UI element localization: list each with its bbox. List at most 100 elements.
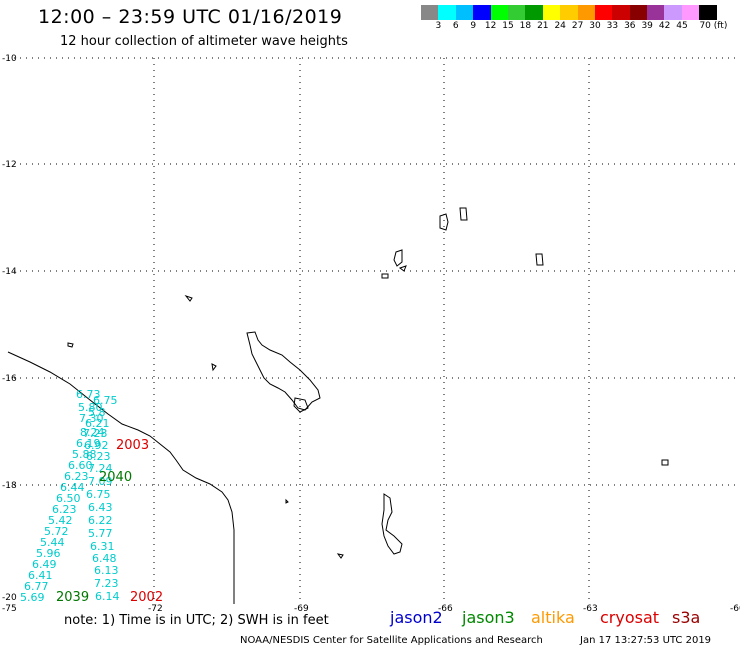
swh-label: 6.60 [68, 459, 93, 472]
swh-label: 5.8 [88, 406, 106, 419]
swh-label: 6.13 [94, 564, 119, 577]
time-label: 2040 [99, 470, 132, 485]
swh-label: 5.80 [78, 401, 103, 414]
swh-label: 5.42 [48, 514, 73, 527]
lake-11 [285, 498, 289, 504]
swh-label: 6.48 [92, 552, 117, 565]
swh-label: 6.31 [90, 540, 115, 553]
swh-label: 7.24 [88, 462, 113, 475]
lake-12 [398, 265, 407, 272]
satellite-altika: altika [531, 608, 575, 627]
scale-label: 3 [435, 21, 442, 31]
scale-swatch [647, 5, 665, 20]
swh-label: 6.22 [88, 514, 113, 527]
credit-text: NOAA/NESDIS Center for Satellite Applica… [240, 635, 543, 646]
lake-10 [336, 553, 344, 559]
satellite-cryosat: cryosat [600, 608, 660, 627]
scale-label: 9 [470, 21, 477, 31]
swh-label: 7.23 [94, 577, 119, 590]
time-label: 2002 [130, 590, 163, 605]
generated-timestamp: Jan 17 13:27:53 UTC 2019 [580, 635, 712, 646]
swh-label: 6.41 [28, 569, 53, 582]
scale-swatch [490, 5, 508, 20]
scale-swatch [507, 5, 526, 20]
time-label: 2003 [116, 438, 149, 453]
swh-label: 6.23 [86, 450, 111, 463]
scale-swatch [577, 5, 595, 20]
scale-label: 36 [624, 21, 636, 31]
satellite-s3a: s3a [672, 608, 701, 627]
swh-label: 6.21 [85, 417, 110, 430]
scale-label: 70 (ft) [699, 21, 728, 31]
lon-label: -69 [294, 604, 309, 614]
swh-label: 7.30 [79, 412, 104, 425]
scale-swatch [525, 5, 543, 20]
swh-label: 8.24 [80, 426, 105, 439]
lon-label: -63 [583, 604, 598, 614]
lake-9 [661, 459, 669, 466]
lake-7 [67, 342, 74, 348]
scale-swatch [560, 5, 578, 20]
lat-label: -10 [2, 54, 17, 64]
swh-label: 5.72 [44, 525, 69, 538]
footer-note: note: 1) Time is in UTC; 2) SWH is in fe… [64, 613, 329, 628]
scale-label: 6 [452, 21, 459, 31]
track-labels: 6.735.807.308.246.195.886.606.236.446.50… [20, 388, 163, 605]
scale-label: 42 [658, 21, 671, 31]
swh-label: 5.96 [36, 547, 61, 560]
scale-label: 24 [554, 21, 566, 31]
lat-label: -14 [2, 267, 17, 277]
swh-label: 7.23 [83, 427, 108, 440]
swh-label: 6.19 [76, 437, 101, 450]
swh-label: 6.50 [56, 492, 81, 505]
swh-label: 6.73 [76, 388, 101, 401]
lon-label: -75 [2, 604, 17, 614]
scale-swatch [681, 5, 700, 20]
swh-label: 6.49 [32, 558, 57, 571]
scale-swatch [612, 5, 630, 20]
time-label: 2039 [56, 590, 89, 605]
swh-label: 6.14 [95, 590, 120, 603]
page-title: 12:00 – 23:59 UTC 01/16/2019 [38, 6, 343, 28]
scale-swatch [664, 5, 682, 20]
lake-poopo [381, 493, 403, 555]
scale-swatch [421, 5, 439, 20]
coastline [7, 351, 235, 604]
lake-2 [459, 207, 468, 221]
swh-label: 6.92 [84, 439, 109, 452]
swh-label: 7.09 [88, 475, 113, 488]
swh-label: 6.23 [64, 470, 89, 483]
swh-label: 5.77 [88, 527, 113, 540]
lat-label: -18 [2, 481, 17, 491]
swh-label: 6.75 [86, 488, 111, 501]
lon-label: -66 [438, 604, 453, 614]
scale-swatch [629, 5, 648, 20]
scale-label: 30 [589, 21, 601, 31]
swh-label: 6.44 [60, 481, 85, 494]
scale-label: 33 [606, 21, 619, 31]
scale-label: 12 [484, 21, 497, 31]
swh-label: 6.75 [93, 394, 118, 407]
scale-swatch [594, 5, 613, 20]
scale-label: 18 [519, 21, 532, 31]
scale-label: 21 [537, 21, 549, 31]
swh-label: 6.43 [88, 501, 113, 514]
scale-swatch [473, 5, 491, 20]
swh-label: 5.44 [40, 536, 65, 549]
scale-label: 39 [641, 21, 653, 31]
lake-5 [535, 253, 544, 266]
lake-titicaca [246, 331, 321, 411]
swh-label: 6.23 [52, 503, 77, 516]
scale-swatch [455, 5, 474, 20]
lake-3 [393, 249, 403, 267]
lake-small [293, 397, 309, 413]
graticule [8, 57, 736, 600]
axis-ticks: -10 -12 -14 -16 -18 -20-75 -72 -69 -66 -63 -60 [2, 54, 740, 614]
swh-label: 5.69 [20, 591, 45, 604]
swh-label: 6.77 [24, 580, 49, 593]
scale-label: 45 [676, 21, 688, 31]
scale-swatch [699, 5, 717, 20]
lat-label: -20 [2, 593, 17, 603]
lat-label: -12 [2, 160, 17, 170]
scale-swatch [438, 5, 456, 20]
